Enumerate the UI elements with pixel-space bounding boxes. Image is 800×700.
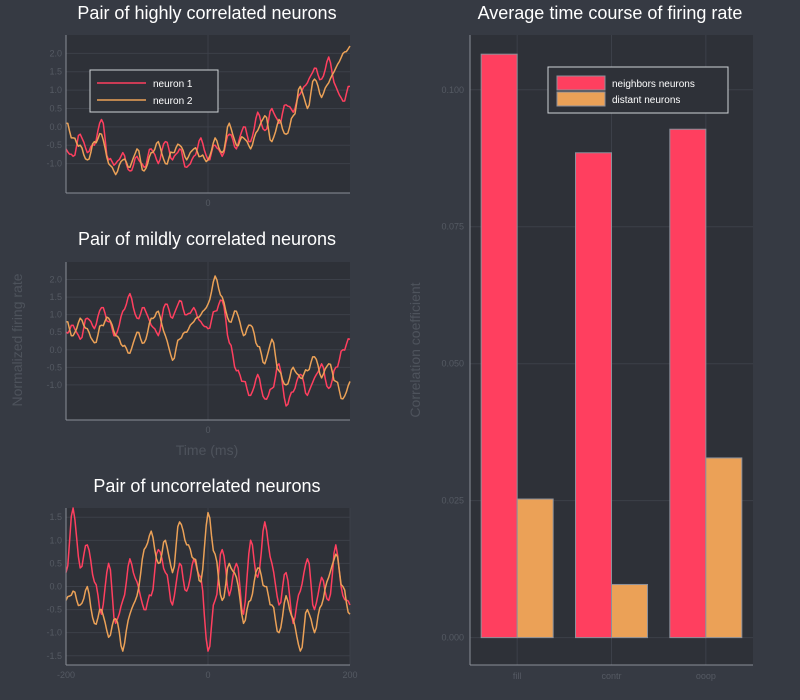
tick-label-y: -0.5	[46, 362, 62, 372]
panel-bar-chart: Average time course of firing rate 0.000…	[407, 3, 753, 681]
tick-label-y: 2.0	[49, 275, 62, 285]
legend-label-distant: distant neurons	[612, 95, 680, 106]
tick-label-y: -1.0	[46, 159, 62, 169]
legend-label-neuron-2: neuron 2	[153, 96, 193, 107]
panel-title-uncorr: Pair of uncorrelated neurons	[93, 476, 320, 496]
tick-label-y: 0.0	[49, 582, 62, 592]
tick-label-y: 1.0	[49, 310, 62, 320]
tick-label-y: 0.0	[49, 122, 62, 132]
tick-label-y: 0.050	[441, 359, 464, 369]
legend-swatch-neighbors	[556, 75, 606, 91]
legend-label-neuron-1: neuron 1	[153, 79, 193, 90]
tick-label-y: 1.0	[49, 85, 62, 95]
tick-label-y: 1.5	[49, 292, 62, 302]
tick-label-y: 2.0	[49, 48, 62, 58]
bar-neighbors-ooop	[669, 128, 707, 639]
bar-distant-fill	[516, 498, 554, 639]
tick-label-x: 0	[205, 198, 210, 208]
tick-label-x: 200	[342, 670, 357, 680]
tick-label-y: -0.5	[46, 140, 62, 150]
tick-label-y: 0.5	[49, 558, 62, 568]
legend-swatch-distant	[556, 91, 606, 107]
tick-label-y: -1.5	[46, 651, 62, 661]
tick-label-y: -1.0	[46, 380, 62, 390]
tick-label-y: 0.075	[441, 222, 464, 232]
ticks-mild: -1.0 -0.5 0.0 0.5 1.0 1.5 2.0 0	[46, 275, 210, 435]
bar-distant-ooop	[705, 457, 743, 639]
tick-label-y: 1.0	[49, 535, 62, 545]
lines-uncorr	[65, 507, 351, 652]
panel-title-mild: Pair of mildly correlated neurons	[78, 229, 336, 249]
tick-label-y: 1.5	[49, 512, 62, 522]
tick-label-x: -200	[57, 670, 75, 680]
legend-bars: neighbors neurons distant neurons	[547, 66, 729, 114]
tick-label-x: ooop	[696, 671, 716, 681]
ticks-high: -1.0 -0.5 0.0 0.5 1.0 1.5 2.0 0	[46, 48, 210, 208]
xlabel-time: Time (ms)	[176, 442, 238, 458]
lines-high	[65, 45, 351, 176]
panel-title-bars: Average time course of firing rate	[478, 3, 743, 23]
tick-label-y: -1.0	[46, 628, 62, 638]
panel-title-high: Pair of highly correlated neurons	[77, 3, 336, 23]
series-line-neuron-2	[65, 45, 351, 176]
bar-distant-contr	[611, 583, 648, 639]
series-line-neuron-1	[65, 507, 351, 652]
ticks-uncorr: -1.5 -1.0 -0.5 0.0 0.5 1.0 1.5 -200 0 200	[46, 512, 357, 680]
series-line-neuron-2	[65, 511, 351, 652]
legend-box-high	[89, 69, 219, 113]
ylabel-correlation-coefficient: Correlation coefficient	[407, 282, 423, 417]
panel-highly-correlated: Pair of highly correlated neurons -1.0 -0…	[46, 3, 351, 208]
tick-label-y: 0.100	[441, 85, 464, 95]
bar-neighbors-fill	[480, 53, 518, 639]
tick-label-y: 0.0	[49, 345, 62, 355]
legend-high: neuron 1 neuron 2	[89, 69, 219, 113]
ylabel-normalized-firing-rate: Normalized firing rate	[9, 273, 25, 406]
tick-label-x: 0	[205, 425, 210, 435]
bars-group	[480, 53, 743, 639]
legend-label-neighbors: neighbors neurons	[612, 79, 695, 90]
tick-label-y: 1.5	[49, 67, 62, 77]
tick-label-x: fill	[513, 671, 522, 681]
tick-label-x: 0	[205, 670, 210, 680]
grid-uncorr	[65, 508, 351, 665]
tick-label-y: 0.5	[49, 103, 62, 113]
tick-label-y: 0.5	[49, 327, 62, 337]
bar-neighbors-contr	[575, 152, 612, 639]
series-line-neuron-2	[65, 275, 351, 400]
tick-label-y: 0.025	[441, 496, 464, 506]
panel-mildly-correlated: Pair of mildly correlated neurons -1.0 -0…	[46, 229, 351, 458]
ticks-bars: 0.000 0.025 0.050 0.075 0.100 fill contr ooop	[441, 85, 715, 681]
tick-label-y: -0.5	[46, 605, 62, 615]
tick-label-x: contr	[601, 671, 621, 681]
lines-mild	[65, 275, 351, 407]
tick-label-y: 0.000	[441, 633, 464, 643]
panel-uncorrelated: Pair of uncorrelated neurons -1.5 -1.0 -0.…	[46, 476, 357, 680]
